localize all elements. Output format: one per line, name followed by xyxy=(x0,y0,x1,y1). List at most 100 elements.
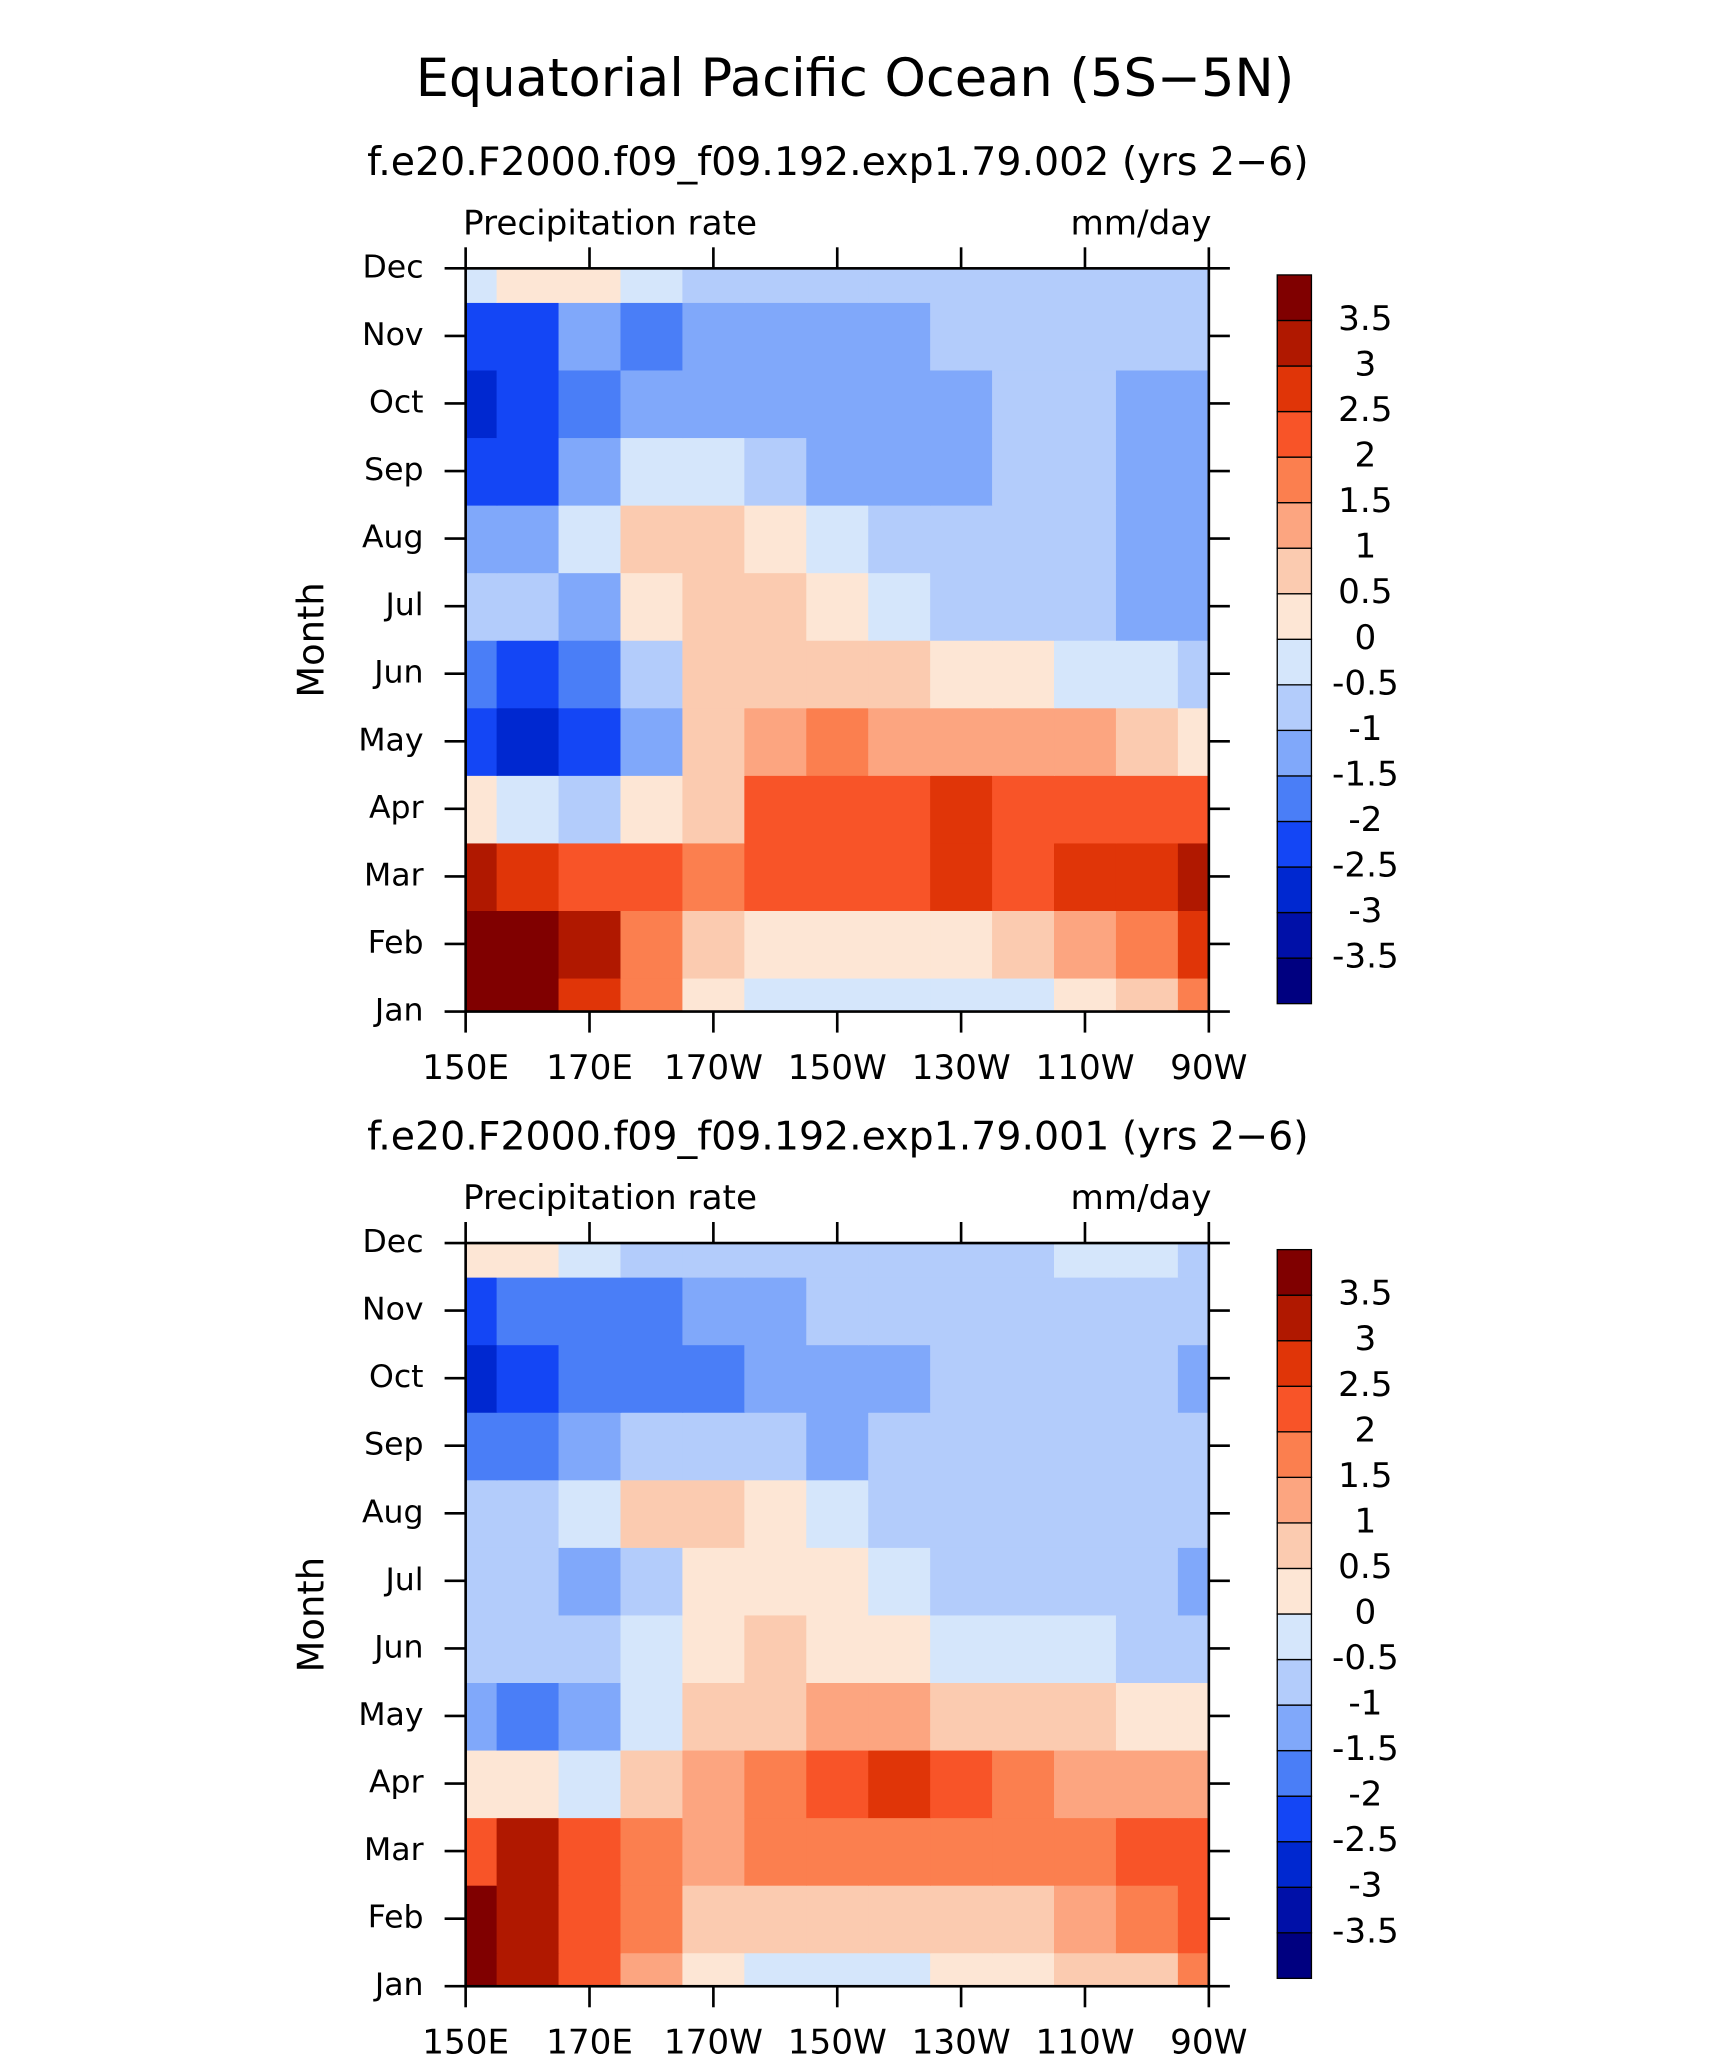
contour-cell xyxy=(744,1243,808,1278)
colorbar-box xyxy=(1276,866,1313,914)
colorbar-box xyxy=(1276,456,1313,504)
contour-cell xyxy=(868,302,931,371)
contour-cell xyxy=(1177,1344,1210,1413)
contour-cell xyxy=(558,1952,622,1988)
contour-cell xyxy=(1115,268,1179,303)
contour-cell xyxy=(744,910,808,979)
right-label: mm/day xyxy=(1070,203,1211,243)
contour-cell xyxy=(806,1614,869,1684)
contour-cell xyxy=(868,1749,931,1819)
contour-cell xyxy=(868,268,931,303)
contour-cell xyxy=(496,1884,560,1954)
contour-cell xyxy=(1054,1682,1117,1751)
contour-cell xyxy=(930,639,993,709)
y-tick-label: Mar xyxy=(364,1832,424,1868)
contour-cell xyxy=(744,1614,808,1684)
contour-cell xyxy=(558,437,622,506)
y-axis-label: Month xyxy=(290,582,333,697)
colorbar-box xyxy=(1276,1886,1313,1934)
panel: f.e20.F2000.f09_f09.192.exp1.79.001 (yrs… xyxy=(290,1114,1399,2059)
x-tick-label: 170W xyxy=(664,2023,763,2059)
colorbar-label: 0 xyxy=(1354,618,1376,658)
contour-cell xyxy=(1054,1749,1117,1819)
contour-cell xyxy=(1115,1479,1179,1548)
contour-cell xyxy=(682,707,746,776)
contour-cell xyxy=(930,302,993,371)
contour-cell xyxy=(620,268,684,303)
contour-cell xyxy=(496,1479,560,1548)
contour-cell xyxy=(992,1276,1055,1346)
contour-cell xyxy=(620,1952,684,1988)
contour-cell xyxy=(620,707,684,776)
x-tick-label: 150W xyxy=(788,2023,887,2059)
contour-cell xyxy=(682,910,746,979)
contour-cell xyxy=(558,572,622,641)
contour-cell xyxy=(744,639,808,709)
contour-cell xyxy=(465,707,498,776)
contour-cell xyxy=(868,639,931,709)
contour-cell xyxy=(1115,1884,1179,1954)
contour-cell xyxy=(1115,1276,1179,1346)
y-tick-label: Oct xyxy=(369,1359,424,1395)
x-tick-label: 110W xyxy=(1035,2023,1134,2059)
contour-cell xyxy=(682,1479,746,1548)
contour-cell xyxy=(558,1884,622,1954)
contour-cell xyxy=(1177,268,1210,303)
contour-cell xyxy=(1177,775,1210,844)
contour-cell xyxy=(1054,1276,1117,1346)
contour-cell xyxy=(992,1817,1055,1886)
x-tick-label: 150W xyxy=(788,1048,887,1088)
y-tick-label: Mar xyxy=(364,857,424,893)
colorbar-label: -3 xyxy=(1348,891,1382,931)
y-tick-label: Aug xyxy=(362,1494,424,1530)
contour-cell xyxy=(465,268,498,303)
colorbar-label: 3.5 xyxy=(1338,299,1392,339)
contour-cell xyxy=(930,572,993,641)
contour-cell xyxy=(620,1884,684,1954)
contour-cell xyxy=(806,268,869,303)
contour-cell xyxy=(992,1952,1055,1988)
contour-cell xyxy=(806,1243,869,1278)
colorbar-label: -2.5 xyxy=(1332,1820,1399,1860)
colorbar-box xyxy=(1276,1340,1313,1387)
colorbar-box xyxy=(1276,319,1313,367)
contour-cell xyxy=(496,707,560,776)
contour-cell xyxy=(1115,369,1179,439)
contour-cell xyxy=(682,369,746,439)
contour-cell xyxy=(620,1547,684,1616)
contour-cell xyxy=(992,1682,1055,1751)
contour-cell xyxy=(930,1749,993,1819)
contour-cell xyxy=(1115,1547,1179,1616)
contour-cell xyxy=(1115,1243,1179,1278)
contour-cell xyxy=(496,302,560,371)
contour-cell xyxy=(620,1411,684,1481)
contour-cell xyxy=(620,842,684,911)
contour-cell xyxy=(1177,572,1210,641)
contour-cell xyxy=(1054,369,1117,439)
contour-cell xyxy=(744,1817,808,1886)
contour-cell xyxy=(744,1276,808,1346)
contour-cell xyxy=(806,707,869,776)
contour-cell xyxy=(496,1547,560,1616)
contour-cell xyxy=(1054,842,1117,911)
contour-cell xyxy=(930,268,993,303)
colorbar-box xyxy=(1276,593,1313,640)
contour-cell xyxy=(682,639,746,709)
contour-cell xyxy=(992,572,1055,641)
contour-cell xyxy=(868,1682,931,1751)
colorbar-label: -3.5 xyxy=(1332,937,1399,977)
contour-cell xyxy=(496,1952,560,1988)
left-label: Precipitation rate xyxy=(463,1178,757,1218)
contour-cell xyxy=(1115,1682,1179,1751)
y-axis-label: Month xyxy=(290,1557,333,1672)
y-tick-label: Nov xyxy=(362,1292,424,1328)
colorbar-label: 3 xyxy=(1354,345,1376,385)
colorbar-box xyxy=(1276,410,1313,458)
colorbar-label: -1 xyxy=(1348,709,1382,749)
y-tick-label: May xyxy=(358,722,423,758)
contour-cell xyxy=(682,1411,746,1481)
contour-cell xyxy=(558,1243,622,1278)
y-tick-label: Jul xyxy=(383,1562,423,1598)
contour-cell xyxy=(1054,504,1117,574)
contour-cell xyxy=(868,775,931,844)
